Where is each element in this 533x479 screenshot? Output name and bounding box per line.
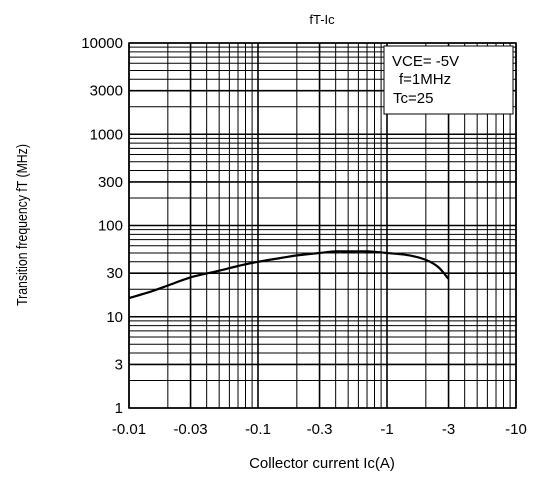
y-tick-label: 100	[98, 218, 123, 235]
y-tick-label: 1	[115, 400, 123, 417]
x-tick-label: -10	[505, 421, 527, 438]
x-tick-label: -1	[380, 421, 393, 438]
y-tick-labels: 1 3 10 30 100 300 1000 3000 10000	[81, 35, 123, 417]
y-tick-label: 300	[98, 174, 123, 191]
x-tick-label: -0.3	[307, 421, 333, 438]
y-tick-label: 10	[106, 309, 123, 326]
conditions-legend: VCE= -5V f=1MHz Tc=25	[384, 46, 513, 114]
x-tick-label: -0.03	[173, 421, 207, 438]
series-layer	[129, 251, 449, 298]
x-tick-label: -3	[442, 421, 455, 438]
legend-line-tc: Tc=25	[393, 90, 433, 107]
y-tick-label: 3000	[90, 83, 123, 100]
chart-title: fT-Ic	[309, 12, 335, 27]
y-axis-label: Transition frequency fT (MHz)	[14, 144, 30, 306]
series-line-ft-vs-ic	[129, 251, 449, 298]
x-axis-label: Collector current Ic(A)	[249, 455, 395, 472]
legend-line-freq: f=1MHz	[399, 71, 451, 88]
x-tick-labels: -0.01 -0.03 -0.1 -0.3 -1 -3 -10	[112, 421, 527, 438]
y-tick-label: 30	[106, 265, 123, 282]
x-tick-label: -0.01	[112, 421, 146, 438]
y-tick-label: 1000	[90, 126, 123, 143]
y-tick-label: 10000	[81, 35, 123, 52]
legend-line-vce: VCE= -5V	[392, 53, 459, 70]
y-tick-label: 3	[115, 356, 123, 373]
x-tick-label: -0.1	[245, 421, 271, 438]
